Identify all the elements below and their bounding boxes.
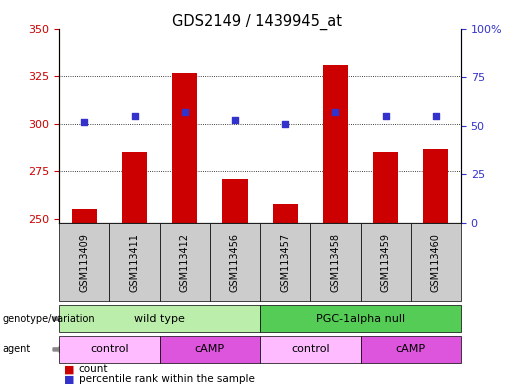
- Text: wild type: wild type: [134, 314, 185, 324]
- Text: GSM113409: GSM113409: [79, 233, 89, 291]
- Text: GSM113458: GSM113458: [331, 233, 340, 291]
- Point: [382, 113, 390, 119]
- Text: ■: ■: [64, 364, 75, 374]
- Text: ■: ■: [64, 374, 75, 384]
- Text: control: control: [291, 344, 330, 354]
- Text: control: control: [90, 344, 129, 354]
- Text: genotype/variation: genotype/variation: [3, 314, 95, 324]
- Point: [331, 109, 339, 115]
- Text: count: count: [79, 364, 108, 374]
- Text: GSM113412: GSM113412: [180, 233, 190, 291]
- Text: percentile rank within the sample: percentile rank within the sample: [79, 374, 255, 384]
- Point: [281, 121, 289, 127]
- Point: [181, 109, 189, 115]
- Bar: [222, 179, 248, 223]
- Bar: [272, 204, 298, 223]
- Bar: [323, 65, 348, 223]
- Text: agent: agent: [3, 344, 31, 354]
- Bar: [122, 152, 147, 223]
- Point: [432, 113, 440, 119]
- Bar: [172, 73, 197, 223]
- Text: GSM113459: GSM113459: [381, 233, 390, 291]
- Point: [80, 119, 89, 125]
- Text: GSM113456: GSM113456: [230, 233, 240, 291]
- Bar: [373, 152, 398, 223]
- Point: [231, 117, 239, 123]
- Bar: [72, 209, 97, 223]
- Text: PGC-1alpha null: PGC-1alpha null: [316, 314, 405, 324]
- Text: GDS2149 / 1439945_at: GDS2149 / 1439945_at: [173, 13, 342, 30]
- Text: GSM113460: GSM113460: [431, 233, 441, 291]
- Text: cAMP: cAMP: [396, 344, 426, 354]
- Point: [130, 113, 139, 119]
- Text: GSM113457: GSM113457: [280, 233, 290, 291]
- Text: GSM113411: GSM113411: [130, 233, 140, 291]
- Text: cAMP: cAMP: [195, 344, 225, 354]
- Bar: [423, 149, 449, 223]
